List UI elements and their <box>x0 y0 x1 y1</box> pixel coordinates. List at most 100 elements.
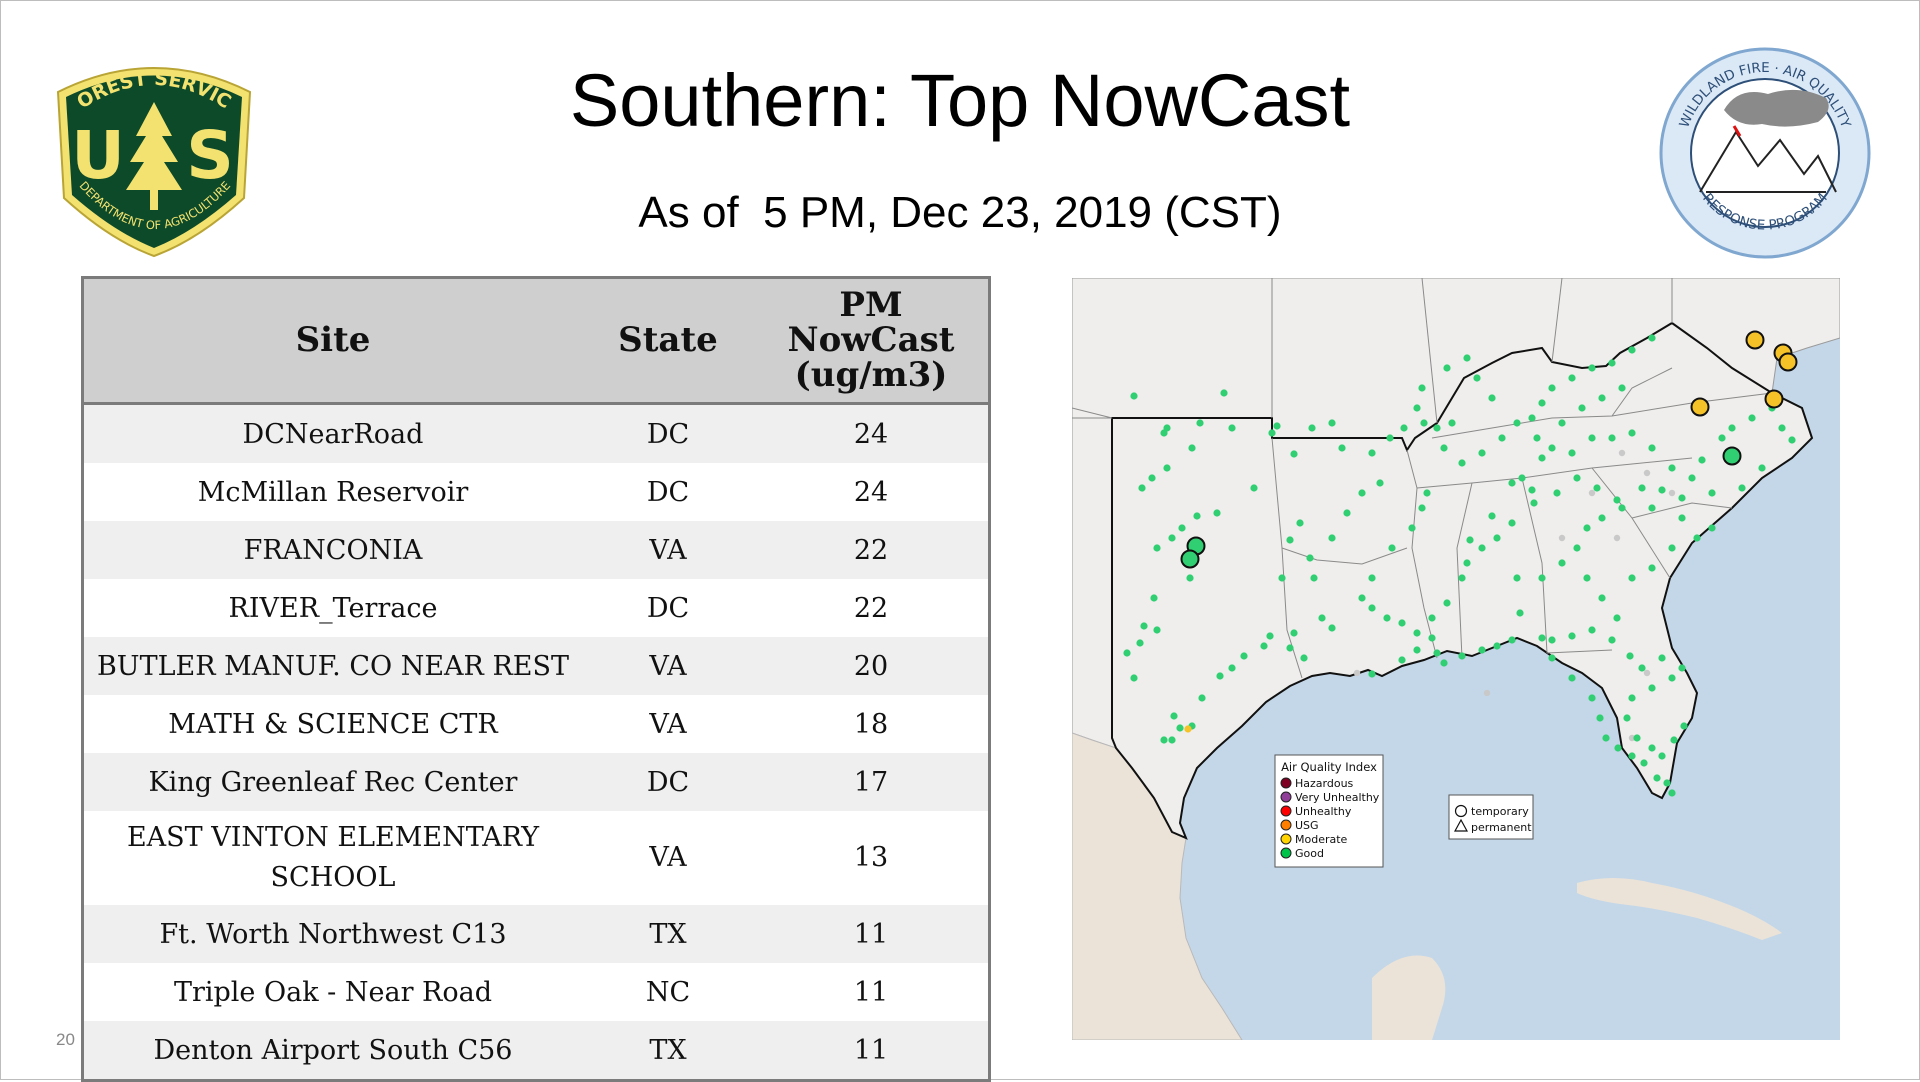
usfs-letter-s: S <box>186 117 234 194</box>
aqi-legend-label: Very Unhealthy <box>1295 791 1380 804</box>
aqi-legend-item-good: Good <box>1280 847 1324 860</box>
aqi-legend-label: USG <box>1295 819 1319 832</box>
monitor-site-dot-good <box>1186 574 1194 582</box>
monitor-site-dot-good <box>1290 450 1298 458</box>
monitor-site-dot-good <box>1628 752 1636 760</box>
monitor-site-dot-inactive <box>1668 489 1676 497</box>
cell-site: FRANCONIA <box>243 534 423 566</box>
monitor-site-dot-good <box>1286 644 1294 652</box>
monitor-site-dot-good <box>1153 626 1161 634</box>
cell-site: BUTLER MANUF. CO NEAR REST <box>96 650 570 682</box>
table-row: Denton Airport South C56 TX 11 <box>82 1021 990 1081</box>
monitor-site-dot-good <box>1568 374 1576 382</box>
monitor-site-dot-good <box>1136 639 1144 647</box>
monitor-site-dot-good <box>1668 544 1676 552</box>
nowcast-table: Site State PM NowCast (ug/m3) DCNearRoad… <box>81 276 991 1082</box>
cell-value: 17 <box>853 766 889 798</box>
monitor-site-dot-good <box>1648 334 1656 342</box>
cell-value: 11 <box>853 918 889 950</box>
monitor-site-dot-good <box>1588 364 1596 372</box>
monitor-site-dot-good <box>1338 444 1346 452</box>
monitor-site-dot-good <box>1428 614 1436 622</box>
monitor-site-dot-good <box>1368 670 1376 678</box>
monitor-site-dot-good <box>1538 399 1546 407</box>
table-row: King Greenleaf Rec Center DC 17 <box>82 753 990 811</box>
monitor-site-dot-good <box>1548 444 1556 452</box>
monitor-site-dot-good <box>1140 622 1148 630</box>
monitor-site-dot-good <box>1553 489 1561 497</box>
aqi-legend-label: Hazardous <box>1295 777 1354 790</box>
table-row: MATH & SCIENCE CTR VA 18 <box>82 695 990 753</box>
monitor-site-dot-good <box>1628 346 1636 354</box>
monitor-site-dot-good <box>1513 574 1521 582</box>
table-row: DCNearRoad DC 24 <box>82 403 990 463</box>
cell-state: VA <box>649 534 687 566</box>
monitor-site-dot-good <box>1596 714 1604 722</box>
monitor-site-dot-good <box>1693 534 1701 542</box>
monitor-site-dot-good <box>1688 474 1696 482</box>
monitor-site-dot-good <box>1516 609 1524 617</box>
monitor-site-dot-good <box>1538 454 1546 462</box>
aqi-legend-label: Moderate <box>1295 833 1348 846</box>
monitor-site-dot-good <box>1466 536 1474 544</box>
monitor-site-dot-good <box>1708 489 1716 497</box>
monitor-site-dot-good <box>1613 496 1621 504</box>
monitor-site-dot-good <box>1528 414 1536 422</box>
cell-value: 24 <box>853 418 889 450</box>
monitor-site-dot-good <box>1153 544 1161 552</box>
monitor-site-dot-good <box>1300 654 1308 662</box>
monitor-site-dot-good <box>1458 459 1466 467</box>
monitor-site-dot-good <box>1433 649 1441 657</box>
monitor-site-dot-good <box>1386 434 1394 442</box>
table-row: EAST VINTON ELEMENTARY SCHOOL VA 13 <box>82 811 990 905</box>
monitor-site-dot-good <box>1488 512 1496 520</box>
monitor-site-dot-good <box>1278 574 1286 582</box>
table-row: Triple Oak - Near Road NC 11 <box>82 963 990 1021</box>
monitor-site-dot-good <box>1160 736 1168 744</box>
cell-site: McMillan Reservoir <box>197 476 469 508</box>
table-header-row: Site State PM NowCast (ug/m3) <box>82 277 990 405</box>
monitor-site-dot-good <box>1533 434 1541 442</box>
monitor-site-dot-good <box>1648 564 1656 572</box>
monitor-site-dot-good <box>1493 642 1501 650</box>
monitor-site-dot-good <box>1573 474 1581 482</box>
monitor-site-dot-good <box>1653 774 1661 782</box>
monitor-site-dot-good <box>1508 479 1516 487</box>
monitor-site-dot-inactive <box>1483 689 1491 697</box>
usfs-letter-u: U <box>71 117 125 194</box>
monitor-site-dot-good <box>1663 779 1671 787</box>
monitor-site-dot-good <box>1228 664 1236 672</box>
monitor-site-dot-good <box>1668 464 1676 472</box>
monitor-site-dot-good <box>1608 434 1616 442</box>
cell-state: DC <box>646 592 690 624</box>
monitor-site-dot-good <box>1296 519 1304 527</box>
monitor-site-dot-good <box>1728 424 1736 432</box>
monitor-site-dot-good <box>1448 419 1456 427</box>
monitor-site-dot-good <box>1266 632 1274 640</box>
map-land-cuba <box>1577 878 1782 940</box>
monitor-site-dot-good <box>1368 604 1376 612</box>
legend-temporary-label: temporary <box>1471 805 1529 818</box>
monitor-site-dot-good <box>1358 489 1366 497</box>
monitor-site-marker-good <box>1722 446 1742 466</box>
monitor-site-dot-good <box>1608 636 1616 644</box>
page-title: Southern: Top NowCast <box>569 59 1351 142</box>
monitor-site-dot-good <box>1268 429 1276 437</box>
monitor-site-dot-good <box>1123 649 1131 657</box>
cell-site: EAST VINTON ELEMENTARY SCHOOL <box>83 811 583 905</box>
monitor-site-dot-good <box>1588 434 1596 442</box>
monitor-site-marker-moderate <box>1778 352 1798 372</box>
monitor-site-dot-good <box>1458 574 1466 582</box>
monitor-site-dot-good <box>1658 486 1666 494</box>
header-site: Site <box>82 277 582 405</box>
monitor-site-dot-good <box>1538 634 1546 642</box>
aqi-legend-label: Good <box>1295 847 1324 860</box>
monitor-site-dot-good <box>1358 594 1366 602</box>
monitor-site-dot-good <box>1443 599 1451 607</box>
header-pm-line3: (ug/m3) <box>794 355 948 395</box>
monitor-site-dot-good <box>1548 636 1556 644</box>
monitor-site-dot-good <box>1738 484 1746 492</box>
monitor-site-dot-good <box>1463 354 1471 362</box>
cell-state: DC <box>646 418 690 450</box>
page-subtitle: As of 5 PM, Dec 23, 2019 (CST) <box>638 188 1282 237</box>
